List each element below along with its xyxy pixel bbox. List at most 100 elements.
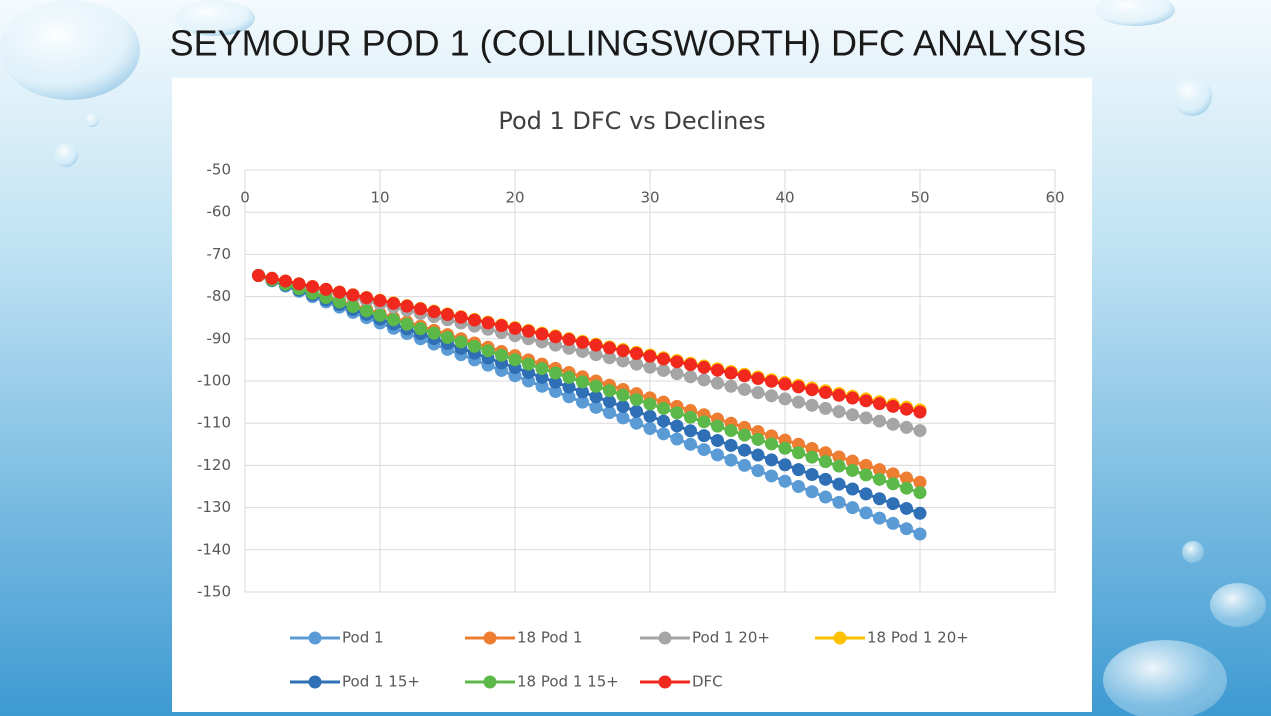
marker	[576, 344, 589, 358]
marker	[630, 404, 643, 418]
marker	[724, 453, 738, 467]
marker	[643, 409, 657, 423]
marker	[670, 432, 684, 446]
marker	[684, 424, 697, 438]
marker	[360, 304, 373, 318]
marker	[454, 310, 468, 324]
marker	[508, 353, 522, 367]
marker	[576, 375, 589, 389]
marker	[913, 527, 927, 541]
marker	[913, 486, 927, 500]
x-tick-label: 40	[775, 189, 794, 207]
marker	[738, 369, 751, 383]
marker	[859, 506, 873, 520]
marker	[454, 335, 468, 349]
marker	[670, 367, 684, 381]
marker	[900, 402, 913, 416]
marker	[751, 464, 765, 478]
marker	[873, 397, 886, 411]
marker	[913, 506, 927, 520]
x-tick-label: 20	[505, 189, 524, 207]
marker	[414, 322, 427, 336]
marker	[859, 411, 873, 425]
marker	[400, 299, 414, 313]
marker	[805, 398, 819, 412]
marker	[616, 388, 630, 402]
marker	[805, 450, 819, 464]
legend-marker	[483, 675, 497, 689]
drop	[1095, 0, 1175, 26]
marker	[562, 390, 576, 404]
marker	[576, 395, 589, 409]
marker	[900, 481, 913, 495]
legend-item: Pod 1 15+	[290, 673, 420, 691]
marker	[724, 366, 738, 380]
marker	[886, 516, 900, 530]
marker	[711, 376, 724, 390]
drop	[0, 0, 140, 100]
marker	[522, 357, 535, 371]
marker	[279, 274, 292, 288]
legend-marker	[308, 631, 322, 645]
marker	[630, 357, 643, 371]
marker	[792, 446, 805, 460]
marker	[873, 472, 886, 486]
marker	[657, 427, 670, 441]
marker	[859, 458, 873, 472]
marker	[832, 477, 846, 491]
marker	[684, 358, 697, 372]
legend-marker	[833, 631, 847, 645]
axes: -50 -60 -70 -80 -90 -100 -110 -120 -130 -140 -150 0…	[197, 161, 1065, 601]
marker	[846, 501, 859, 515]
drop	[1182, 541, 1204, 563]
marker	[481, 316, 495, 330]
legend-marker	[658, 631, 672, 645]
marker	[670, 419, 684, 433]
legend-label: 18 Pod 1 15+	[517, 673, 619, 691]
marker	[495, 348, 508, 362]
marker	[738, 443, 751, 457]
marker	[778, 474, 792, 488]
marker	[711, 419, 724, 433]
marker	[387, 296, 400, 310]
marker	[711, 434, 724, 448]
x-tick-label: 60	[1045, 189, 1064, 207]
marker	[400, 317, 414, 331]
legend-label: Pod 1 15+	[342, 673, 420, 691]
marker	[751, 372, 765, 386]
marker	[657, 414, 670, 428]
marker	[819, 455, 832, 469]
legend-item: 18 Pod 1 15+	[465, 673, 619, 691]
marker	[765, 469, 778, 483]
marker	[589, 400, 603, 414]
y-tick-label: -80	[207, 287, 232, 305]
marker	[265, 271, 279, 285]
legend-marker	[483, 631, 497, 645]
legend-marker	[658, 675, 672, 689]
marker	[252, 269, 265, 282]
x-tick-label: 0	[240, 189, 250, 207]
marker	[913, 475, 927, 489]
marker	[886, 477, 900, 491]
y-tick-label: -110	[197, 414, 231, 432]
marker	[751, 432, 765, 446]
marker	[603, 351, 616, 365]
marker	[846, 482, 859, 496]
drop	[85, 113, 99, 127]
marker	[846, 454, 859, 468]
marker	[697, 429, 711, 443]
marker	[535, 362, 549, 376]
marker	[616, 411, 630, 425]
marker	[670, 406, 684, 420]
marker	[508, 321, 522, 335]
marker	[778, 458, 792, 472]
marker	[562, 333, 576, 347]
marker	[292, 277, 306, 291]
marker	[711, 363, 724, 377]
marker	[751, 448, 765, 462]
marker	[360, 291, 373, 305]
marker	[724, 424, 738, 438]
marker	[522, 324, 535, 338]
marker	[603, 384, 616, 398]
